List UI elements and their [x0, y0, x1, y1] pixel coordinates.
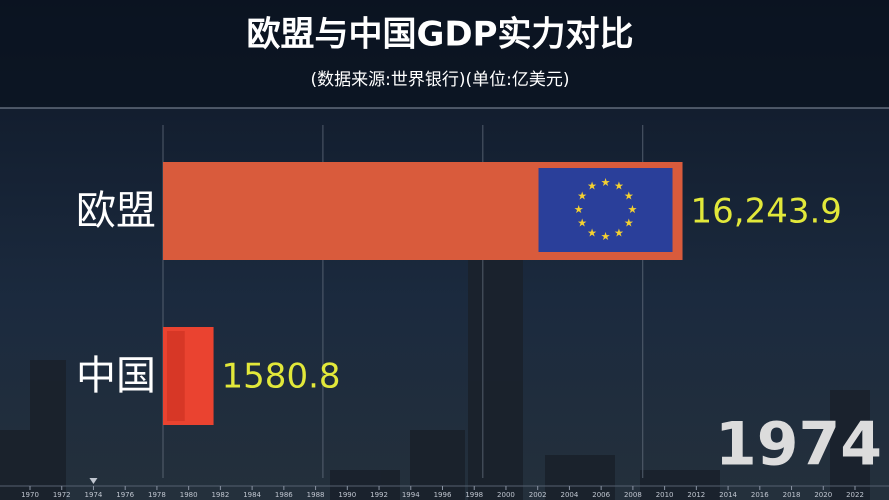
timeline-label: 1996: [434, 491, 452, 499]
flag-star: ★: [627, 203, 637, 216]
skyline: [0, 250, 870, 500]
timeline-label: 2020: [814, 491, 832, 499]
flag-star: ★: [577, 190, 587, 203]
value-label: 1580.8: [222, 357, 341, 397]
timeline-label: 1976: [116, 491, 134, 499]
value-label: 16,243.9: [691, 192, 842, 232]
timeline-label: 2016: [751, 491, 769, 499]
timeline-label: 2000: [497, 491, 515, 499]
flag-star: ★: [624, 216, 634, 229]
timeline-label: 1998: [465, 491, 483, 499]
timeline-label: 1982: [211, 491, 229, 499]
category-label: 中国: [76, 353, 156, 399]
category-label: 欧盟: [76, 188, 156, 234]
timeline-label: 2022: [846, 491, 864, 499]
bar-shade: [167, 331, 185, 421]
chart-subtitle: (数据来源:世界银行)(单位:亿美元): [311, 70, 570, 90]
header-band: [0, 0, 889, 108]
flag-star: ★: [587, 180, 597, 193]
chart-title: 欧盟与中国GDP实力对比: [246, 15, 633, 55]
timeline-label: 1990: [338, 491, 356, 499]
timeline-label: 2010: [656, 491, 674, 499]
flag-star: ★: [577, 216, 587, 229]
timeline-label: 1972: [53, 491, 71, 499]
timeline-label: 2014: [719, 491, 737, 499]
timeline-label: 2008: [624, 491, 642, 499]
eu-flag: ★ ★★★★★★★★★★★: [538, 168, 673, 252]
timeline-label: 1978: [148, 491, 166, 499]
timeline-label: 1992: [370, 491, 388, 499]
timeline-label: 1970: [21, 491, 39, 499]
timeline-label: 2018: [783, 491, 801, 499]
timeline-label: 2002: [529, 491, 547, 499]
flag-star: ★: [624, 190, 634, 203]
timeline-label: 2004: [561, 491, 579, 499]
flag-star: ★: [614, 226, 624, 239]
timeline-label: 1994: [402, 491, 420, 499]
timeline-label: 1988: [307, 491, 325, 499]
flag-star: ★: [601, 230, 611, 243]
timeline-label: 1980: [180, 491, 198, 499]
flag-star: ★: [601, 176, 611, 189]
timeline-label: 1974: [85, 491, 103, 499]
timeline-marker: [89, 478, 98, 484]
flag-star: ★: [574, 203, 584, 216]
flag-star: ★: [587, 226, 597, 239]
flag-star: ★: [614, 180, 624, 193]
timeline-label: 1986: [275, 491, 293, 499]
timeline-label: 2006: [592, 491, 610, 499]
year-label: 1974: [715, 410, 882, 480]
flag-field: [538, 168, 673, 252]
timeline-label: 2012: [687, 491, 705, 499]
timeline-label: 1984: [243, 491, 261, 499]
